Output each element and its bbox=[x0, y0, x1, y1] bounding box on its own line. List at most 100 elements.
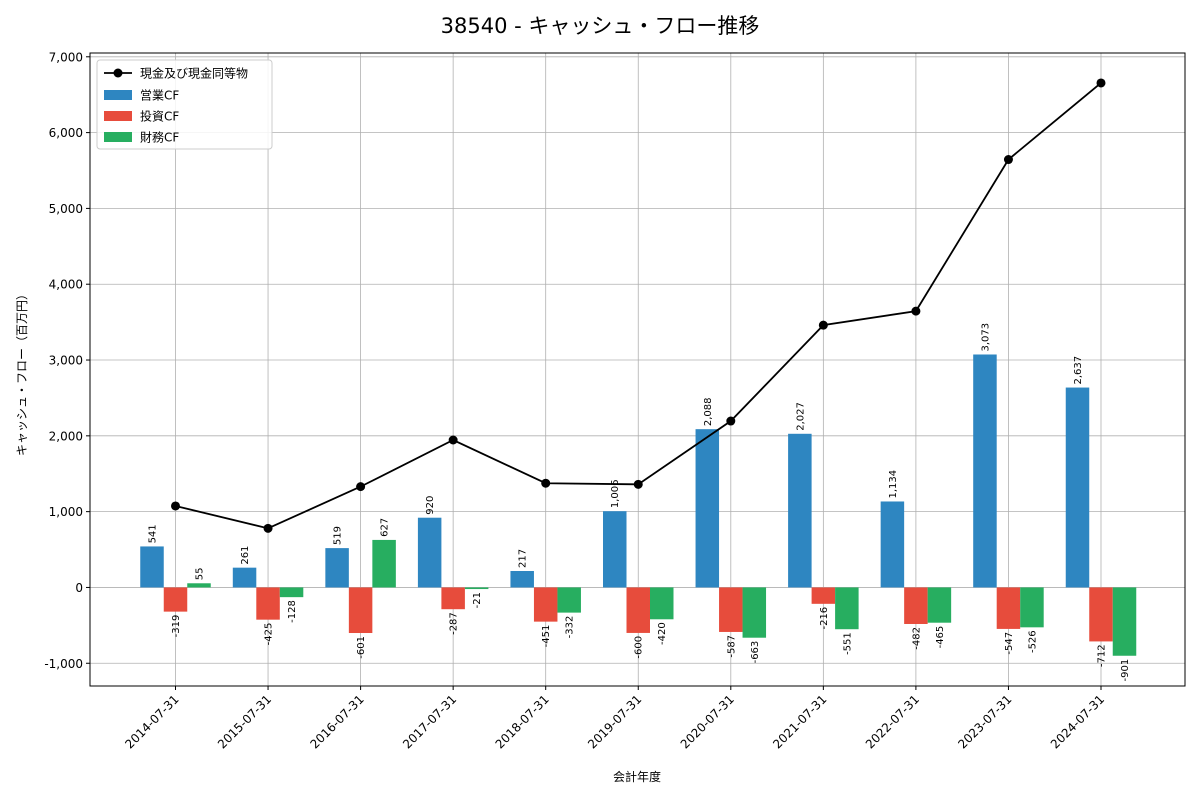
cash-line-point bbox=[726, 416, 736, 426]
bar-value-label: -465 bbox=[935, 626, 946, 649]
bar-value-label: 217 bbox=[518, 549, 529, 568]
bar-value-label: -663 bbox=[750, 641, 761, 664]
chart-title: 38540 - キャッシュ・フロー推移 bbox=[441, 14, 760, 38]
cash-line-point bbox=[633, 479, 643, 489]
bar bbox=[626, 587, 650, 633]
x-tick-label: 2024-07-31 bbox=[1048, 692, 1107, 751]
x-tick-label: 2014-07-31 bbox=[122, 692, 181, 751]
bar-value-label: -901 bbox=[1120, 659, 1131, 682]
bar bbox=[441, 587, 465, 610]
legend-label: 営業CF bbox=[140, 89, 179, 103]
x-axis: 2014-07-31 2015-07-31 2016-07-31 2017-07-31… bbox=[122, 686, 1107, 751]
bar-value-label: 2,088 bbox=[703, 398, 714, 427]
bar bbox=[650, 587, 674, 620]
bar bbox=[835, 587, 859, 630]
bar-value-label: -712 bbox=[1097, 644, 1108, 667]
y-tick-label: 2,000 bbox=[49, 429, 83, 443]
bar bbox=[1065, 387, 1090, 588]
bar-value-label: -547 bbox=[1004, 632, 1015, 655]
bar-value-label: -216 bbox=[819, 607, 830, 630]
cash-line-point bbox=[541, 478, 551, 488]
bar bbox=[742, 587, 767, 638]
bar bbox=[880, 501, 905, 588]
bar bbox=[811, 587, 836, 604]
bar-value-label: 2,027 bbox=[795, 402, 806, 431]
legend-swatch bbox=[104, 111, 132, 121]
bar-value-label: 1,006 bbox=[610, 480, 621, 509]
bar-value-label: 55 bbox=[195, 568, 206, 581]
bar-value-label: -332 bbox=[565, 616, 576, 639]
y-tick-label: 4,000 bbox=[49, 278, 83, 292]
y-tick-label: 3,000 bbox=[49, 354, 83, 368]
cash-line-point bbox=[356, 482, 366, 492]
bar-value-label: -451 bbox=[541, 625, 552, 648]
y-axis: -1,000 0 1,000 2,000 3,000 4,000 5,000 6,000 7,0… bbox=[44, 50, 90, 671]
bar bbox=[788, 433, 812, 588]
x-tick-label: 2017-07-31 bbox=[400, 692, 459, 751]
plot-frame bbox=[89, 52, 1186, 687]
legend-label: 現金及び現金同等物 bbox=[140, 66, 248, 81]
bar bbox=[279, 587, 304, 598]
x-tick-label: 2021-07-31 bbox=[770, 692, 829, 751]
bar-value-label: -600 bbox=[634, 636, 645, 659]
bar-value-label: 519 bbox=[333, 526, 344, 545]
bar bbox=[325, 548, 349, 588]
cash-line-point bbox=[448, 435, 458, 445]
bar bbox=[256, 587, 280, 620]
bar-value-label: 920 bbox=[425, 496, 436, 515]
bar bbox=[348, 587, 373, 634]
bar-value-labels: 541 261 519 920 217 1,006 2,088 2,027 1,134 3,073… bbox=[148, 323, 1132, 682]
bar bbox=[927, 587, 952, 623]
bar-value-label: -319 bbox=[171, 615, 182, 638]
bar bbox=[904, 587, 928, 624]
bar-value-label: -526 bbox=[1027, 630, 1038, 653]
bar-value-label: 261 bbox=[240, 546, 251, 565]
y-tick-label: 7,000 bbox=[49, 50, 83, 64]
x-axis-label: 会計年度 bbox=[613, 769, 661, 784]
cash-line-point bbox=[1096, 78, 1106, 88]
bar-value-label: -21 bbox=[472, 592, 483, 608]
cash-line-point bbox=[171, 501, 180, 511]
legend-label: 財務CF bbox=[140, 130, 179, 145]
bar-value-label: 541 bbox=[148, 524, 159, 543]
bar bbox=[557, 587, 581, 613]
bar-value-label: -551 bbox=[842, 632, 853, 655]
bar bbox=[695, 429, 720, 588]
bar-value-label: -420 bbox=[657, 622, 668, 645]
y-tick-label: 6,000 bbox=[49, 126, 83, 140]
cash-line-point bbox=[818, 320, 828, 330]
bar bbox=[973, 354, 997, 588]
bar-value-label: -601 bbox=[356, 636, 367, 659]
bars bbox=[140, 354, 1137, 656]
bar-value-label: -287 bbox=[449, 612, 460, 635]
bar bbox=[417, 517, 442, 588]
bar bbox=[719, 587, 743, 632]
bar-value-label: 1,134 bbox=[888, 470, 899, 499]
bar bbox=[163, 587, 188, 612]
bar bbox=[187, 583, 211, 588]
bar-value-label: -587 bbox=[726, 635, 737, 658]
legend-label: 投資CF bbox=[140, 109, 179, 124]
bar bbox=[1089, 587, 1113, 642]
bar bbox=[510, 570, 534, 588]
bar-value-label: 2,637 bbox=[1073, 356, 1084, 385]
cash-line bbox=[171, 78, 1106, 533]
legend-swatch bbox=[104, 132, 132, 142]
cash-line-point bbox=[1003, 155, 1013, 165]
bar-value-label: 627 bbox=[380, 518, 391, 537]
bar-value-label: -425 bbox=[264, 623, 275, 646]
bar bbox=[996, 587, 1021, 629]
y-tick-label: 0 bbox=[75, 581, 83, 595]
bar-value-label: -482 bbox=[911, 627, 922, 650]
bar bbox=[1020, 587, 1044, 628]
x-tick-label: 2020-07-31 bbox=[678, 692, 737, 751]
bar bbox=[140, 546, 164, 588]
legend-line-marker bbox=[113, 68, 123, 78]
y-axis-label: キャッシュ・フロー（百万円） bbox=[15, 288, 29, 456]
bar-value-label: -128 bbox=[287, 600, 298, 623]
legend-swatch bbox=[104, 90, 132, 100]
bar bbox=[372, 539, 396, 588]
y-tick-label: -1,000 bbox=[44, 657, 83, 671]
